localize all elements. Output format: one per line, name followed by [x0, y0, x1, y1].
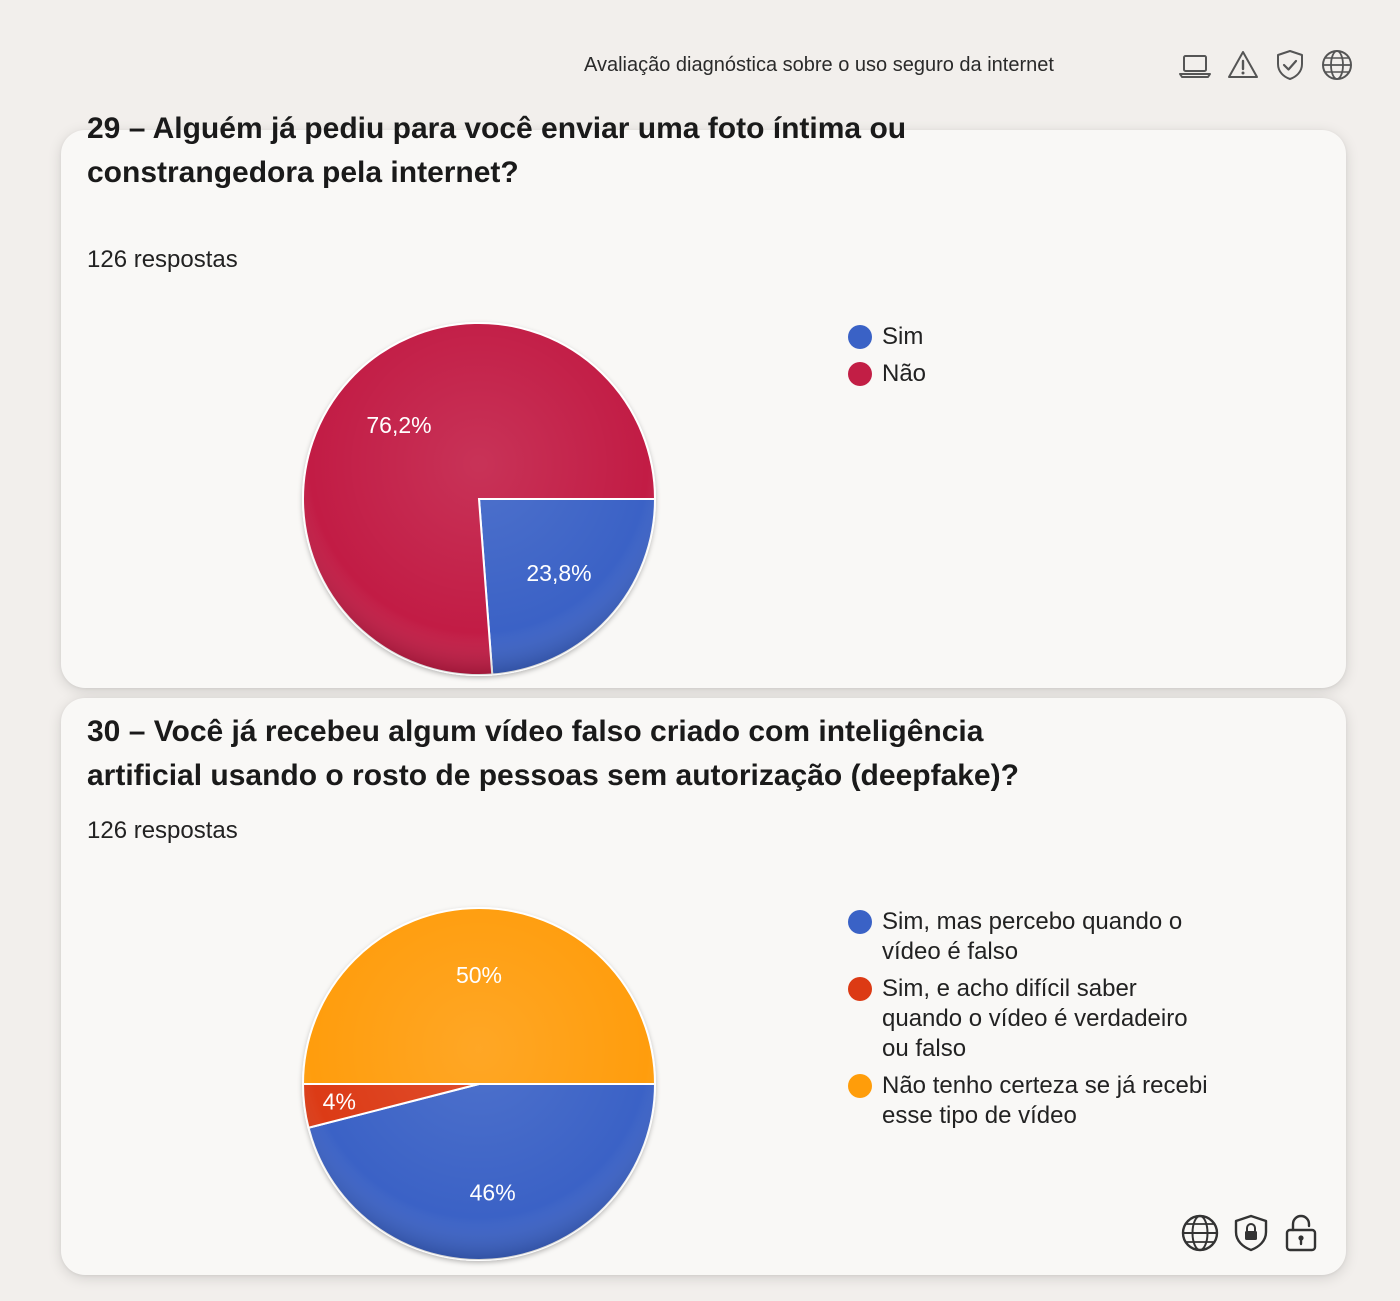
pie-slice-1[interactable]	[477, 498, 657, 676]
legend-swatch	[848, 977, 872, 1001]
question-card-29	[61, 130, 1346, 688]
padlock-icon	[1282, 1212, 1320, 1254]
legend-swatch	[848, 325, 872, 349]
legend-q30: Sim, mas percebo quando o vídeo é falso …	[848, 907, 1208, 1138]
shield-check-icon	[1274, 48, 1306, 82]
globe-icon	[1180, 1213, 1220, 1253]
warning-icon	[1226, 48, 1260, 82]
legend-label: Sim, mas percebo quando o vídeo é falso	[882, 908, 1183, 965]
legend-swatch	[848, 362, 872, 386]
legend-q29: Sim Não	[848, 322, 926, 396]
slice-label: 46%	[470, 1179, 516, 1205]
legend-swatch	[848, 1074, 872, 1098]
question-card-30	[61, 698, 1346, 1275]
legend-item: Sim, mas percebo quando o vídeo é falso	[848, 907, 1208, 967]
response-count: 126 respostas	[87, 246, 238, 273]
legend-swatch	[848, 910, 872, 934]
survey-title: Avaliação diagnóstica sobre o uso seguro…	[584, 54, 1054, 76]
legend-label: Sim	[882, 323, 924, 350]
shield-lock-icon	[1232, 1213, 1270, 1253]
question-title: 30 – Você já recebeu algum vídeo falso c…	[87, 715, 1019, 792]
legend-label: Não tenho certeza se já recebi esse tipo…	[882, 1072, 1208, 1129]
header-icons	[1178, 48, 1354, 82]
pie-slice-3[interactable]	[301, 907, 657, 1085]
pie-chart-q30: 46% 4% 50%	[301, 907, 657, 1261]
response-count: 126 respostas	[87, 817, 238, 844]
question-title: 29 – Alguém já pediu para você enviar um…	[87, 112, 907, 189]
footer-icons	[1180, 1212, 1320, 1254]
pie-chart-q29: 23,8% 76,2%	[302, 322, 657, 676]
legend-item: Não tenho certeza se já recebi esse tipo…	[848, 1071, 1208, 1131]
legend-item: Sim	[848, 322, 926, 359]
laptop-icon	[1178, 48, 1212, 82]
legend-item: Sim, e acho difícil saber quando o vídeo…	[848, 974, 1208, 1064]
legend-label: Sim, e acho difícil saber quando o vídeo…	[882, 975, 1188, 1062]
legend-item: Não	[848, 359, 926, 396]
slice-label: 50%	[456, 962, 502, 988]
globe-icon	[1320, 48, 1354, 82]
slice-label: 23,8%	[526, 560, 591, 586]
slice-label: 76,2%	[366, 412, 431, 438]
slice-label: 4%	[323, 1089, 356, 1115]
legend-label: Não	[882, 360, 927, 387]
